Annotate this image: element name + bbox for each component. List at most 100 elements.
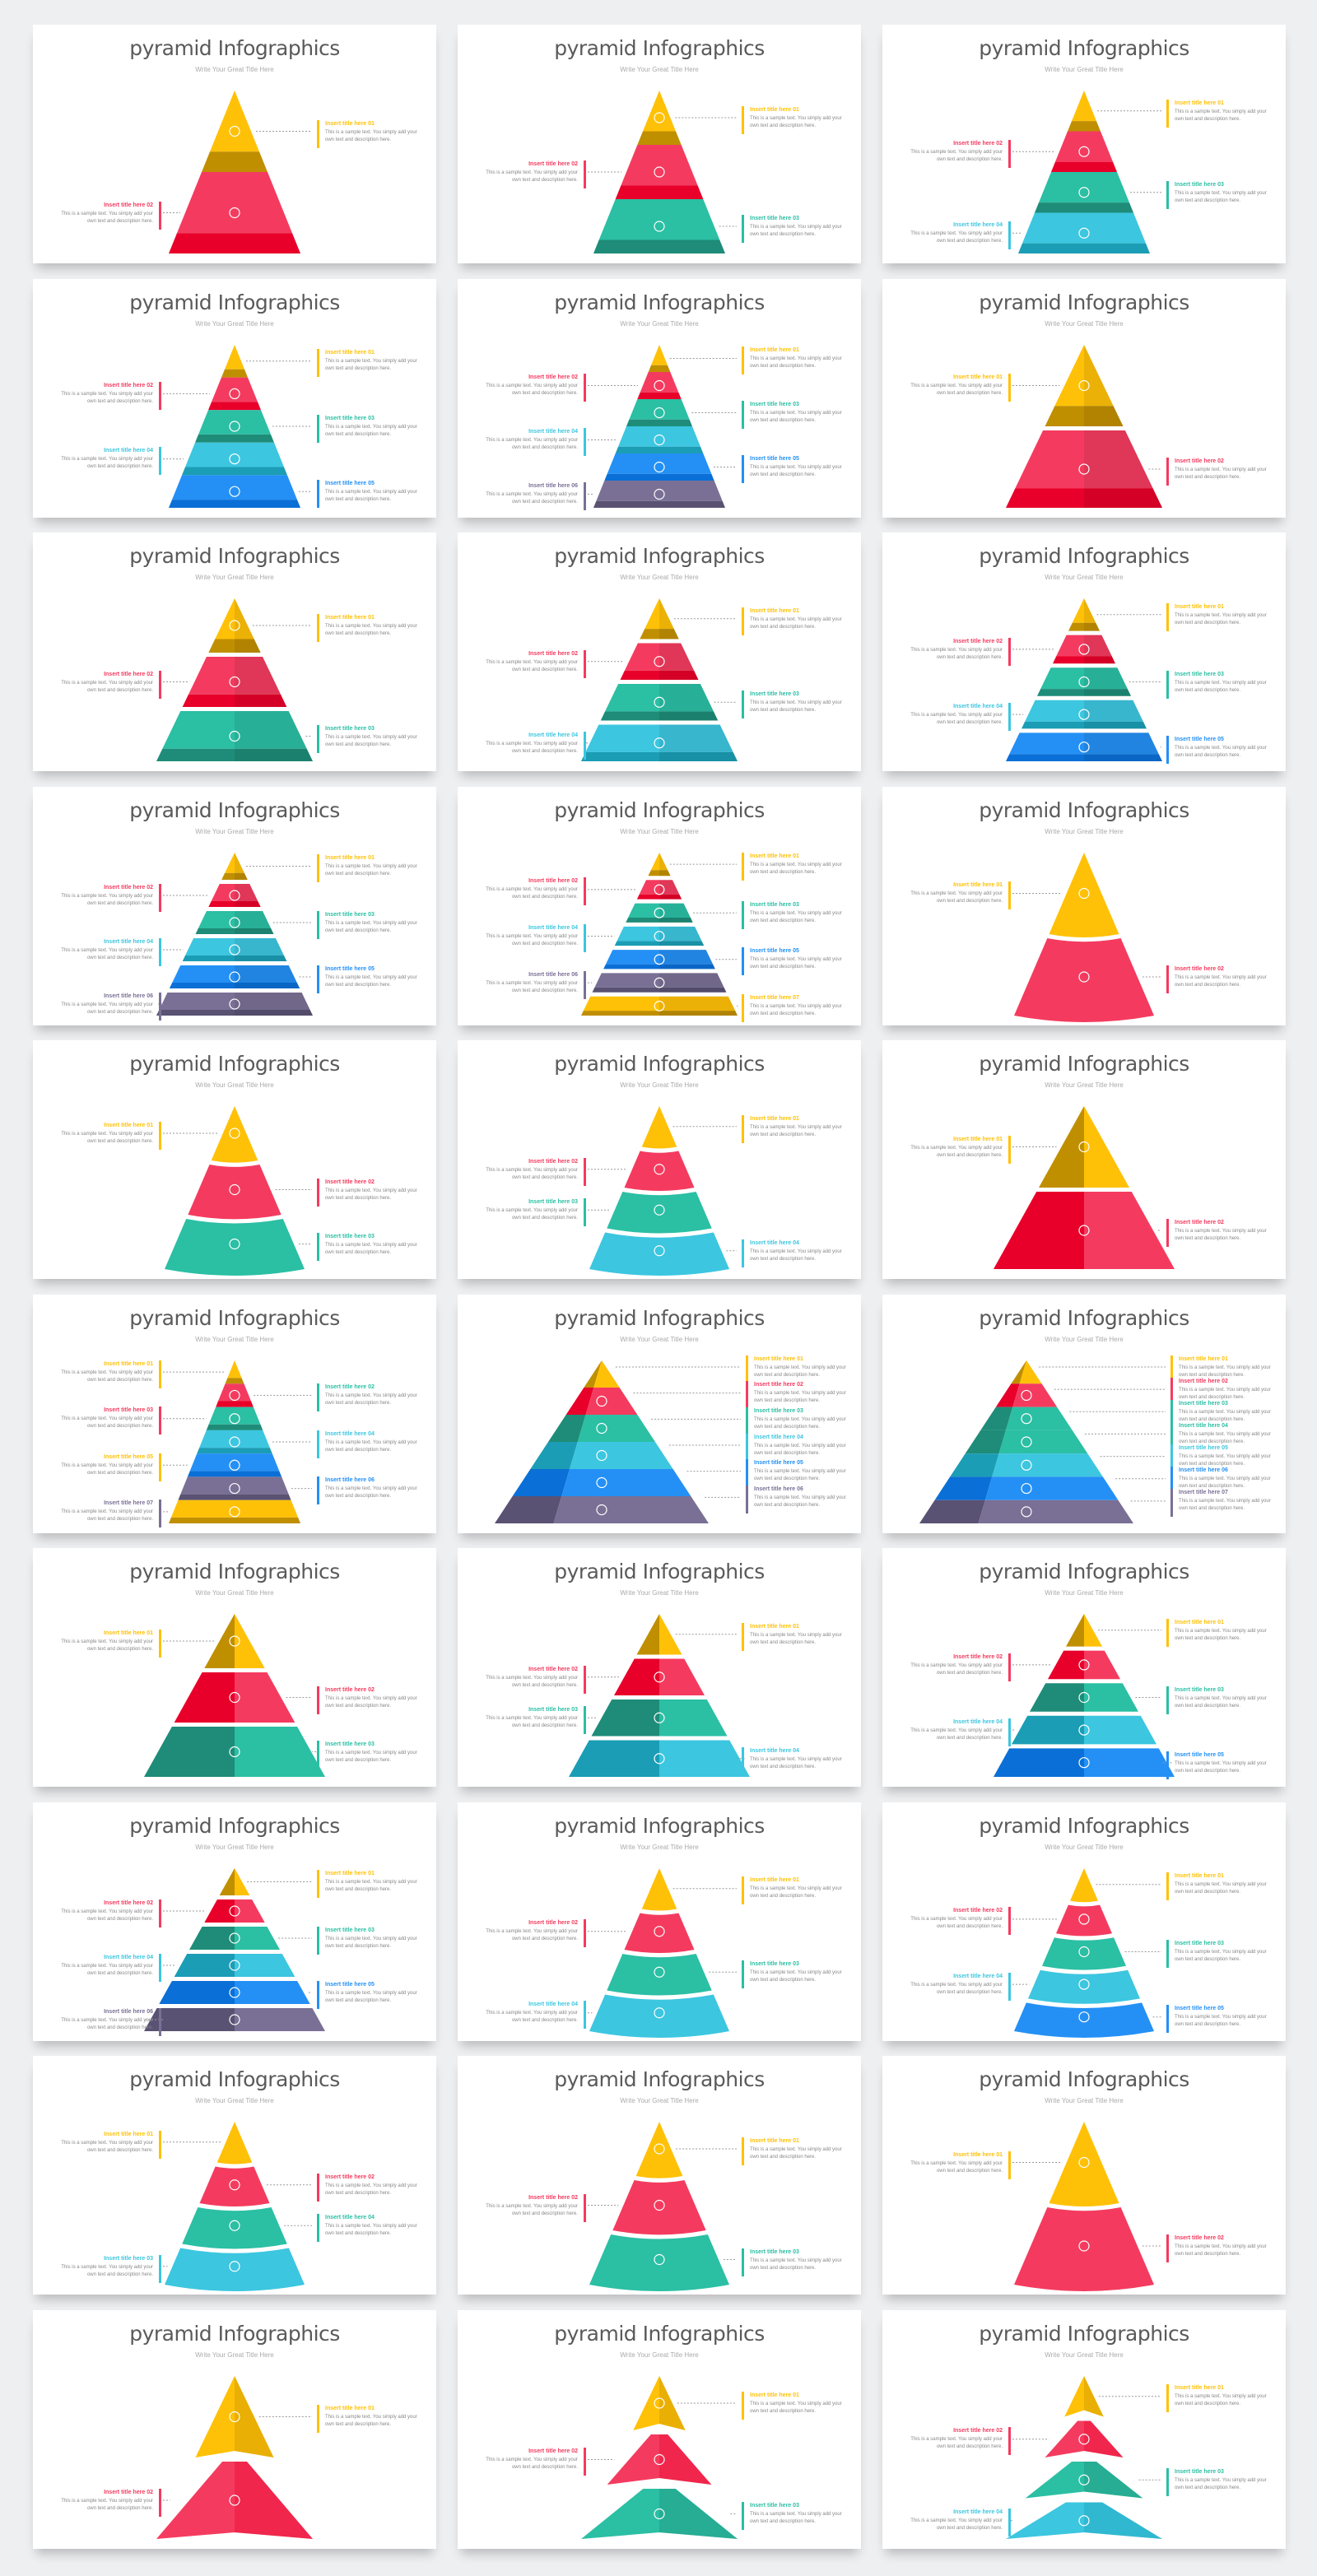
label-text: This is a sample text. You simply add yo… bbox=[61, 947, 153, 960]
slide-thumbnail[interactable]: pyramid Infographics Write Your Great Ti… bbox=[33, 278, 436, 518]
label-text: This is a sample text. You simply add yo… bbox=[325, 1393, 417, 1406]
layer-icon bbox=[229, 1412, 240, 1424]
pyramid-layer-3 bbox=[591, 1700, 728, 1737]
slide-thumbnail[interactable]: pyramid Infographics Write Your Great Ti… bbox=[33, 1548, 436, 1787]
pyramid-layer-5 bbox=[159, 1980, 310, 2004]
slide-thumbnail[interactable]: pyramid Infographics Write Your Great Ti… bbox=[33, 25, 436, 263]
slide-thumbnail[interactable]: pyramid Infographics Write Your Great Ti… bbox=[458, 1294, 861, 1533]
slide-thumbnail[interactable]: pyramid Infographics Write Your Great Ti… bbox=[882, 532, 1286, 771]
label-accent-bar bbox=[584, 1919, 586, 1948]
label-title: Insert title here 07 bbox=[1179, 1490, 1228, 1496]
label-item: Insert title here 01 This is a sample te… bbox=[742, 852, 847, 881]
label-text: This is a sample text. You simply add yo… bbox=[61, 2140, 153, 2153]
label-text: This is a sample text. You simply add yo… bbox=[750, 957, 842, 970]
slide-thumbnail[interactable]: pyramid Infographics Write Your Great Ti… bbox=[882, 1802, 1286, 2041]
slide-thumbnail[interactable]: pyramid Infographics Write Your Great Ti… bbox=[458, 1802, 861, 2041]
slide-thumbnail[interactable]: pyramid Infographics Write Your Great Ti… bbox=[458, 1040, 861, 1279]
slide-thumbnail[interactable]: pyramid Infographics Write Your Great Ti… bbox=[882, 2056, 1286, 2295]
slide-thumbnail[interactable]: pyramid Infographics Write Your Great Ti… bbox=[33, 2056, 436, 2295]
slide-thumbnail[interactable]: pyramid Infographics Write Your Great Ti… bbox=[458, 786, 861, 1025]
label-accent-bar bbox=[1170, 1377, 1173, 1406]
label-item: Insert title here 03 This is a sample te… bbox=[317, 1740, 422, 1769]
label-item: Insert title here 03 This is a sample te… bbox=[742, 401, 847, 429]
layer-icon bbox=[229, 1238, 240, 1250]
pyramid-layer-2 bbox=[188, 1165, 282, 1220]
slide-thumbnail[interactable]: pyramid Infographics Write Your Great Ti… bbox=[458, 2309, 861, 2549]
label-accent-bar bbox=[584, 482, 586, 510]
label-item: Insert title here 03 This is a sample te… bbox=[742, 690, 847, 719]
slide-thumbnail[interactable]: pyramid Infographics Write Your Great Ti… bbox=[882, 1548, 1286, 1787]
label-item: Insert title here 03 This is a sample te… bbox=[746, 1407, 851, 1435]
slide-subtitle: Write Your Great Title Here bbox=[620, 319, 699, 328]
label-accent-bar bbox=[742, 346, 744, 374]
label-text: This is a sample text. You simply add yo… bbox=[61, 1963, 153, 1976]
slide-thumbnail[interactable]: pyramid Infographics Write Your Great Ti… bbox=[33, 1040, 436, 1279]
pyramid-layer-1 bbox=[584, 1360, 620, 1388]
slide-thumbnail[interactable]: pyramid Infographics Write Your Great Ti… bbox=[33, 1802, 436, 2041]
pyramid-graphic bbox=[1006, 2375, 1162, 2539]
label-item: Insert title here 01 This is a sample te… bbox=[1166, 99, 1272, 128]
slide-thumbnail[interactable]: pyramid Infographics Write Your Great Ti… bbox=[33, 1294, 436, 1533]
layer-icon bbox=[1078, 1724, 1090, 1736]
label-title: Insert title here 01 bbox=[953, 374, 1003, 380]
slide-thumbnail[interactable]: pyramid Infographics Write Your Great Ti… bbox=[458, 532, 861, 771]
slide-thumbnail[interactable]: pyramid Infographics Write Your Great Ti… bbox=[458, 25, 861, 263]
label-title: Insert title here 01 bbox=[325, 615, 375, 621]
slide-thumbnail[interactable]: pyramid Infographics Write Your Great Ti… bbox=[33, 532, 436, 771]
label-accent-bar bbox=[1166, 1940, 1169, 1968]
label-accent-bar bbox=[742, 2391, 744, 2420]
layer-icon bbox=[654, 461, 665, 472]
label-title: Insert title here 02 bbox=[104, 2489, 153, 2495]
pyramid-layer-1 bbox=[1070, 1867, 1098, 1902]
slide-thumbnail[interactable]: pyramid Infographics Write Your Great Ti… bbox=[882, 2309, 1286, 2549]
label-title: Insert title here 04 bbox=[528, 732, 578, 738]
slide-thumbnail[interactable]: pyramid Infographics Write Your Great Ti… bbox=[33, 786, 436, 1025]
slide-thumbnail[interactable]: pyramid Infographics Write Your Great Ti… bbox=[882, 25, 1286, 263]
label-text: This is a sample text. You simply add yo… bbox=[1175, 2477, 1267, 2490]
slide-thumbnail[interactable]: pyramid Infographics Write Your Great Ti… bbox=[458, 278, 861, 518]
label-item: Insert title here 01 This is a sample te… bbox=[742, 1114, 847, 1143]
layer-icon bbox=[654, 379, 665, 391]
slide-thumbnail[interactable]: pyramid Infographics Write Your Great Ti… bbox=[458, 1548, 861, 1787]
label-title: Insert title here 04 bbox=[528, 925, 578, 931]
label-title: Insert title here 04 bbox=[953, 704, 1003, 710]
layer-icon bbox=[1078, 227, 1090, 239]
pyramid-graphic bbox=[581, 2375, 738, 2539]
label-text: This is a sample text. You simply add yo… bbox=[1175, 467, 1267, 480]
label-title: Insert title here 03 bbox=[528, 1199, 578, 1206]
label-title: Insert title here 03 bbox=[325, 1927, 375, 1933]
pyramid-graphic bbox=[1012, 2122, 1161, 2291]
label-accent-bar bbox=[584, 2001, 586, 2030]
label-accent-bar bbox=[584, 970, 586, 999]
label-item: Insert title here 07 This is a sample te… bbox=[742, 993, 847, 1022]
label-item: Insert title here 02 This is a sample te… bbox=[56, 883, 161, 912]
slide-thumbnail[interactable]: pyramid Infographics Write Your Great Ti… bbox=[458, 2056, 861, 2295]
slide-subtitle: Write Your Great Title Here bbox=[620, 2350, 699, 2359]
label-item: Insert title here 03 This is a sample te… bbox=[742, 215, 847, 243]
slide-thumbnail[interactable]: pyramid Infographics Write Your Great Ti… bbox=[882, 278, 1286, 518]
label-item: Insert title here 05 This is a sample te… bbox=[742, 947, 847, 976]
label-title: Insert title here 05 bbox=[104, 1453, 153, 1460]
label-item: Insert title here 01 This is a sample te… bbox=[742, 106, 847, 134]
pyramid-layer-3 bbox=[593, 199, 725, 253]
slide-thumbnail[interactable]: pyramid Infographics Write Your Great Ti… bbox=[882, 1294, 1286, 1533]
label-item: Insert title here 02 This is a sample te… bbox=[56, 2488, 161, 2517]
label-text: This is a sample text. You simply add yo… bbox=[61, 1132, 153, 1144]
slide-thumbnail[interactable]: pyramid Infographics Write Your Great Ti… bbox=[33, 2309, 436, 2549]
label-text: This is a sample text. You simply add yo… bbox=[61, 1639, 153, 1652]
label-item: Insert title here 03 This is a sample te… bbox=[742, 2502, 847, 2530]
label-item: Insert title here 01 This is a sample te… bbox=[56, 2130, 161, 2159]
label-accent-bar bbox=[1166, 670, 1169, 699]
label-title: Insert title here 03 bbox=[104, 2255, 153, 2262]
label-item: Insert title here 02 This is a sample te… bbox=[905, 140, 1011, 169]
pyramid-layer-4 bbox=[182, 442, 287, 475]
slide-title: pyramid Infographics bbox=[129, 2321, 340, 2346]
label-title: Insert title here 05 bbox=[750, 456, 799, 462]
layer-icon bbox=[229, 970, 240, 983]
label-accent-bar bbox=[1008, 1653, 1011, 1681]
slide-thumbnail[interactable]: pyramid Infographics Write Your Great Ti… bbox=[882, 1040, 1286, 1279]
layer-icon bbox=[654, 2397, 665, 2409]
label-text: This is a sample text. You simply add yo… bbox=[61, 2017, 153, 2030]
slide-thumbnail[interactable]: pyramid Infographics Write Your Great Ti… bbox=[882, 786, 1286, 1025]
label-accent-bar bbox=[746, 1433, 748, 1462]
